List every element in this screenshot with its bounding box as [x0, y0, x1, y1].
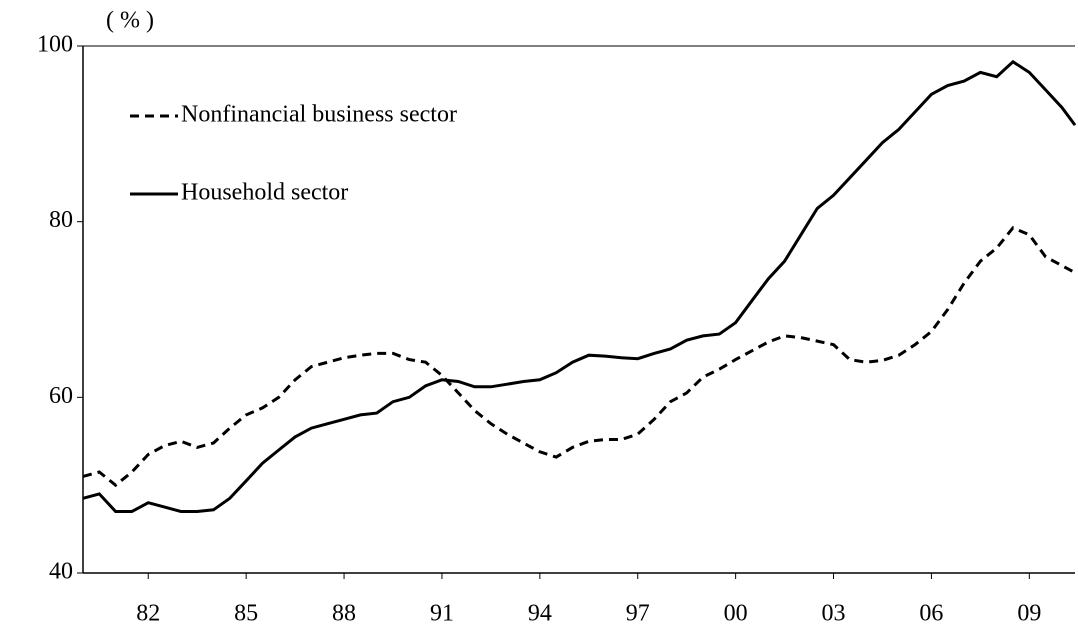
x-tick-label: 03	[822, 601, 846, 627]
x-tick-label: 85	[234, 601, 258, 627]
x-tick-label: 88	[332, 601, 356, 627]
y-tick-label: 60	[49, 383, 73, 409]
x-tick-label: 06	[919, 601, 943, 627]
y-tick-label: 100	[37, 32, 73, 58]
y-tick-label: 80	[49, 207, 73, 233]
series-line	[82, 59, 1077, 513]
x-tick-label: 91	[430, 601, 454, 627]
legend-label: Household sector	[181, 180, 348, 206]
x-tick-label: 97	[626, 601, 650, 627]
y-tick-label: 40	[49, 559, 73, 585]
series-line	[82, 225, 1076, 488]
y-axis-label: ( % )	[106, 8, 154, 34]
x-tick-label: 00	[724, 601, 748, 627]
x-tick-label: 09	[1017, 601, 1041, 627]
legend-label: Nonfinancial business sector	[181, 102, 457, 128]
x-tick-label: 94	[528, 601, 552, 627]
x-tick-label: 82	[136, 601, 160, 627]
